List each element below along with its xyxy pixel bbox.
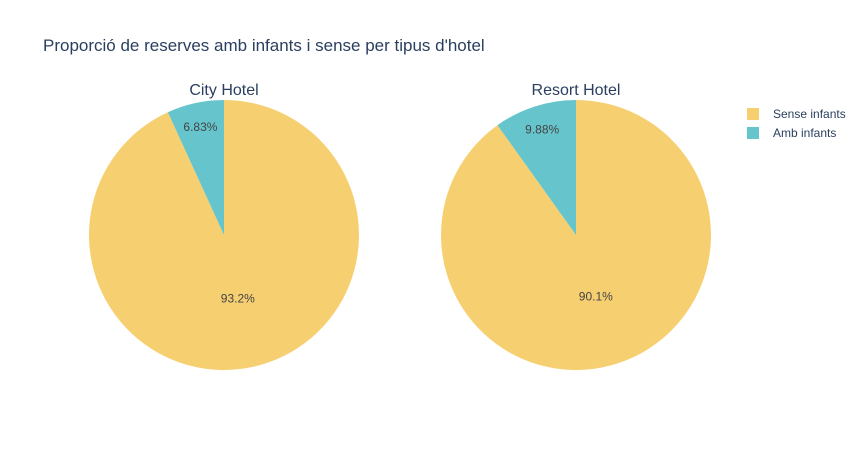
legend-swatch <box>747 127 759 139</box>
slice-percent-label: 6.83% <box>183 120 217 134</box>
slice-percent-label: 9.88% <box>525 123 559 137</box>
slice-percent-label: 93.2% <box>221 291 255 305</box>
pies-layer: City Hotel 93.2% 6.83% Resort Hotel 90.1% 9.8… <box>88 82 712 370</box>
legend-item-sense-infants[interactable]: Sense infants <box>747 107 846 121</box>
pie-slice-amb-infants[interactable] <box>497 100 576 235</box>
legend-label: Amb infants <box>773 126 836 140</box>
pie-chart-1: City Hotel 93.2% 6.83% <box>88 82 360 370</box>
legend-item-amb-infants[interactable]: Amb infants <box>747 126 836 140</box>
slice-percent-label: 90.1% <box>579 290 613 304</box>
pie-slice-amb-infants[interactable] <box>167 100 224 235</box>
legend-label: Sense infants <box>773 107 846 121</box>
legend-swatch <box>747 108 759 120</box>
chart-title: Proporció de reserves amb infants i sens… <box>43 36 485 55</box>
pie-subtitle: City Hotel <box>189 82 258 99</box>
pie-subtitle: Resort Hotel <box>532 82 621 99</box>
pie-chart-2: Resort Hotel 90.1% 9.88% <box>441 82 712 370</box>
legend[interactable]: Sense infants Amb infants <box>747 107 846 140</box>
